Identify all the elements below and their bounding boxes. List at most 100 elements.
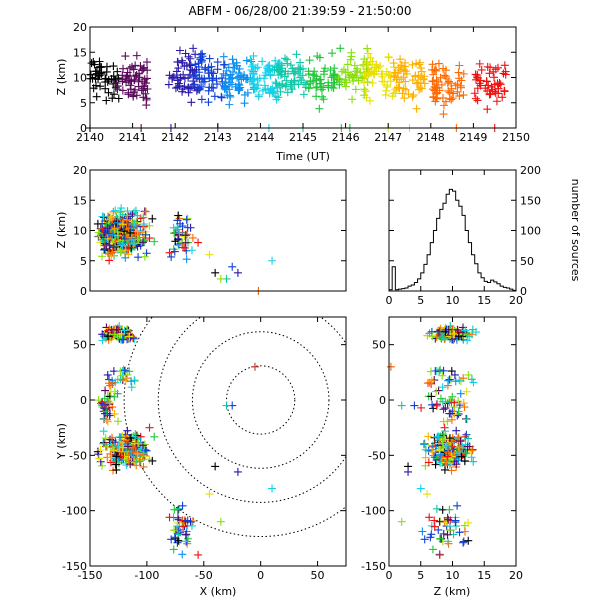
source-point: [109, 207, 118, 216]
source-point: [172, 67, 181, 76]
source-point: [324, 81, 333, 90]
z-y-frame: [388, 316, 517, 567]
source-point: [492, 97, 501, 106]
source-point: [240, 99, 249, 108]
source-point: [437, 80, 446, 89]
source-point: [200, 77, 209, 86]
source-point: [447, 466, 456, 475]
source-point: [448, 335, 457, 344]
source-point: [425, 513, 434, 522]
source-point: [462, 449, 471, 458]
source-point: [126, 434, 135, 443]
source-point: [472, 328, 481, 337]
source-point: [195, 75, 204, 84]
source-point: [348, 95, 357, 104]
source-point: [96, 62, 105, 71]
time-height-panel: 2140 2141 2142 2143 2144 2145 2146 2147 2148 2149…: [55, 21, 530, 163]
source-point: [114, 442, 123, 451]
source-point: [343, 60, 352, 69]
source-point: [99, 427, 108, 436]
source-point: [459, 374, 468, 383]
source-point: [105, 215, 114, 224]
source-point: [104, 379, 113, 388]
source-point: [286, 61, 295, 70]
source-point: [438, 383, 447, 392]
time-height-points: [86, 44, 510, 132]
source-point: [131, 448, 140, 457]
source-point: [180, 243, 189, 252]
x-tick-label: 15: [477, 294, 491, 307]
source-point: [453, 87, 462, 96]
source-point: [181, 517, 190, 526]
source-point: [175, 522, 184, 531]
source-point: [464, 536, 473, 545]
source-point: [317, 85, 326, 94]
source-point: [417, 67, 426, 76]
y-tick-label: -150: [361, 560, 386, 573]
source-point: [109, 79, 118, 88]
x-tick-label: 2140: [76, 131, 104, 144]
source-point: [139, 462, 148, 471]
station-marker: [250, 362, 259, 371]
source-point: [368, 78, 377, 87]
source-point: [134, 253, 143, 262]
histogram-frame: [388, 169, 517, 292]
source-point: [462, 415, 471, 424]
source-point: [486, 63, 495, 72]
source-point: [133, 227, 142, 236]
source-point: [281, 81, 290, 90]
source-point: [219, 52, 228, 61]
source-point: [364, 49, 373, 58]
source-point: [123, 370, 132, 379]
source-point: [96, 82, 105, 91]
source-point: [104, 332, 113, 341]
source-point: [164, 80, 173, 89]
source-point: [271, 78, 280, 87]
source-point: [467, 453, 476, 462]
source-point: [421, 445, 430, 454]
source-point: [443, 79, 452, 88]
source-point: [447, 95, 456, 104]
source-point: [141, 230, 150, 239]
y-tick-label: -100: [361, 505, 386, 518]
source-point: [101, 74, 110, 83]
source-point: [421, 461, 430, 470]
source-point: [336, 44, 345, 53]
x-z-panel: 0 5 10 15 20 Z (km): [55, 164, 347, 298]
y-tick-label: -50: [69, 449, 87, 462]
source-point: [109, 90, 118, 99]
y-tick-label: 5: [80, 255, 87, 268]
source-point: [455, 443, 464, 452]
x-tick-label: 2146: [332, 131, 360, 144]
source-point: [187, 98, 196, 107]
source-point: [183, 516, 192, 525]
source-point: [253, 76, 262, 85]
x-z-frame: [89, 169, 347, 292]
source-point: [212, 80, 221, 89]
source-point: [337, 67, 346, 76]
source-point: [445, 522, 454, 531]
source-point: [455, 528, 464, 537]
source-point: [494, 89, 503, 98]
source-point: [424, 458, 433, 467]
source-point: [438, 505, 447, 514]
source-point: [329, 70, 338, 79]
x-tick-label: 15: [477, 569, 491, 582]
source-point: [439, 430, 448, 439]
source-point: [376, 61, 385, 70]
source-point: [173, 57, 182, 66]
source-point: [258, 57, 267, 66]
source-point: [117, 447, 126, 456]
source-point: [274, 93, 283, 102]
source-point: [473, 96, 482, 105]
source-point: [462, 430, 471, 439]
source-point: [213, 58, 222, 67]
source-point: [464, 434, 473, 443]
source-point: [339, 65, 348, 74]
source-point: [205, 83, 214, 92]
x-tick-label: 2148: [417, 131, 445, 144]
source-point: [436, 450, 445, 459]
source-point: [97, 461, 106, 470]
source-point: [454, 407, 463, 416]
source-point: [181, 231, 190, 240]
